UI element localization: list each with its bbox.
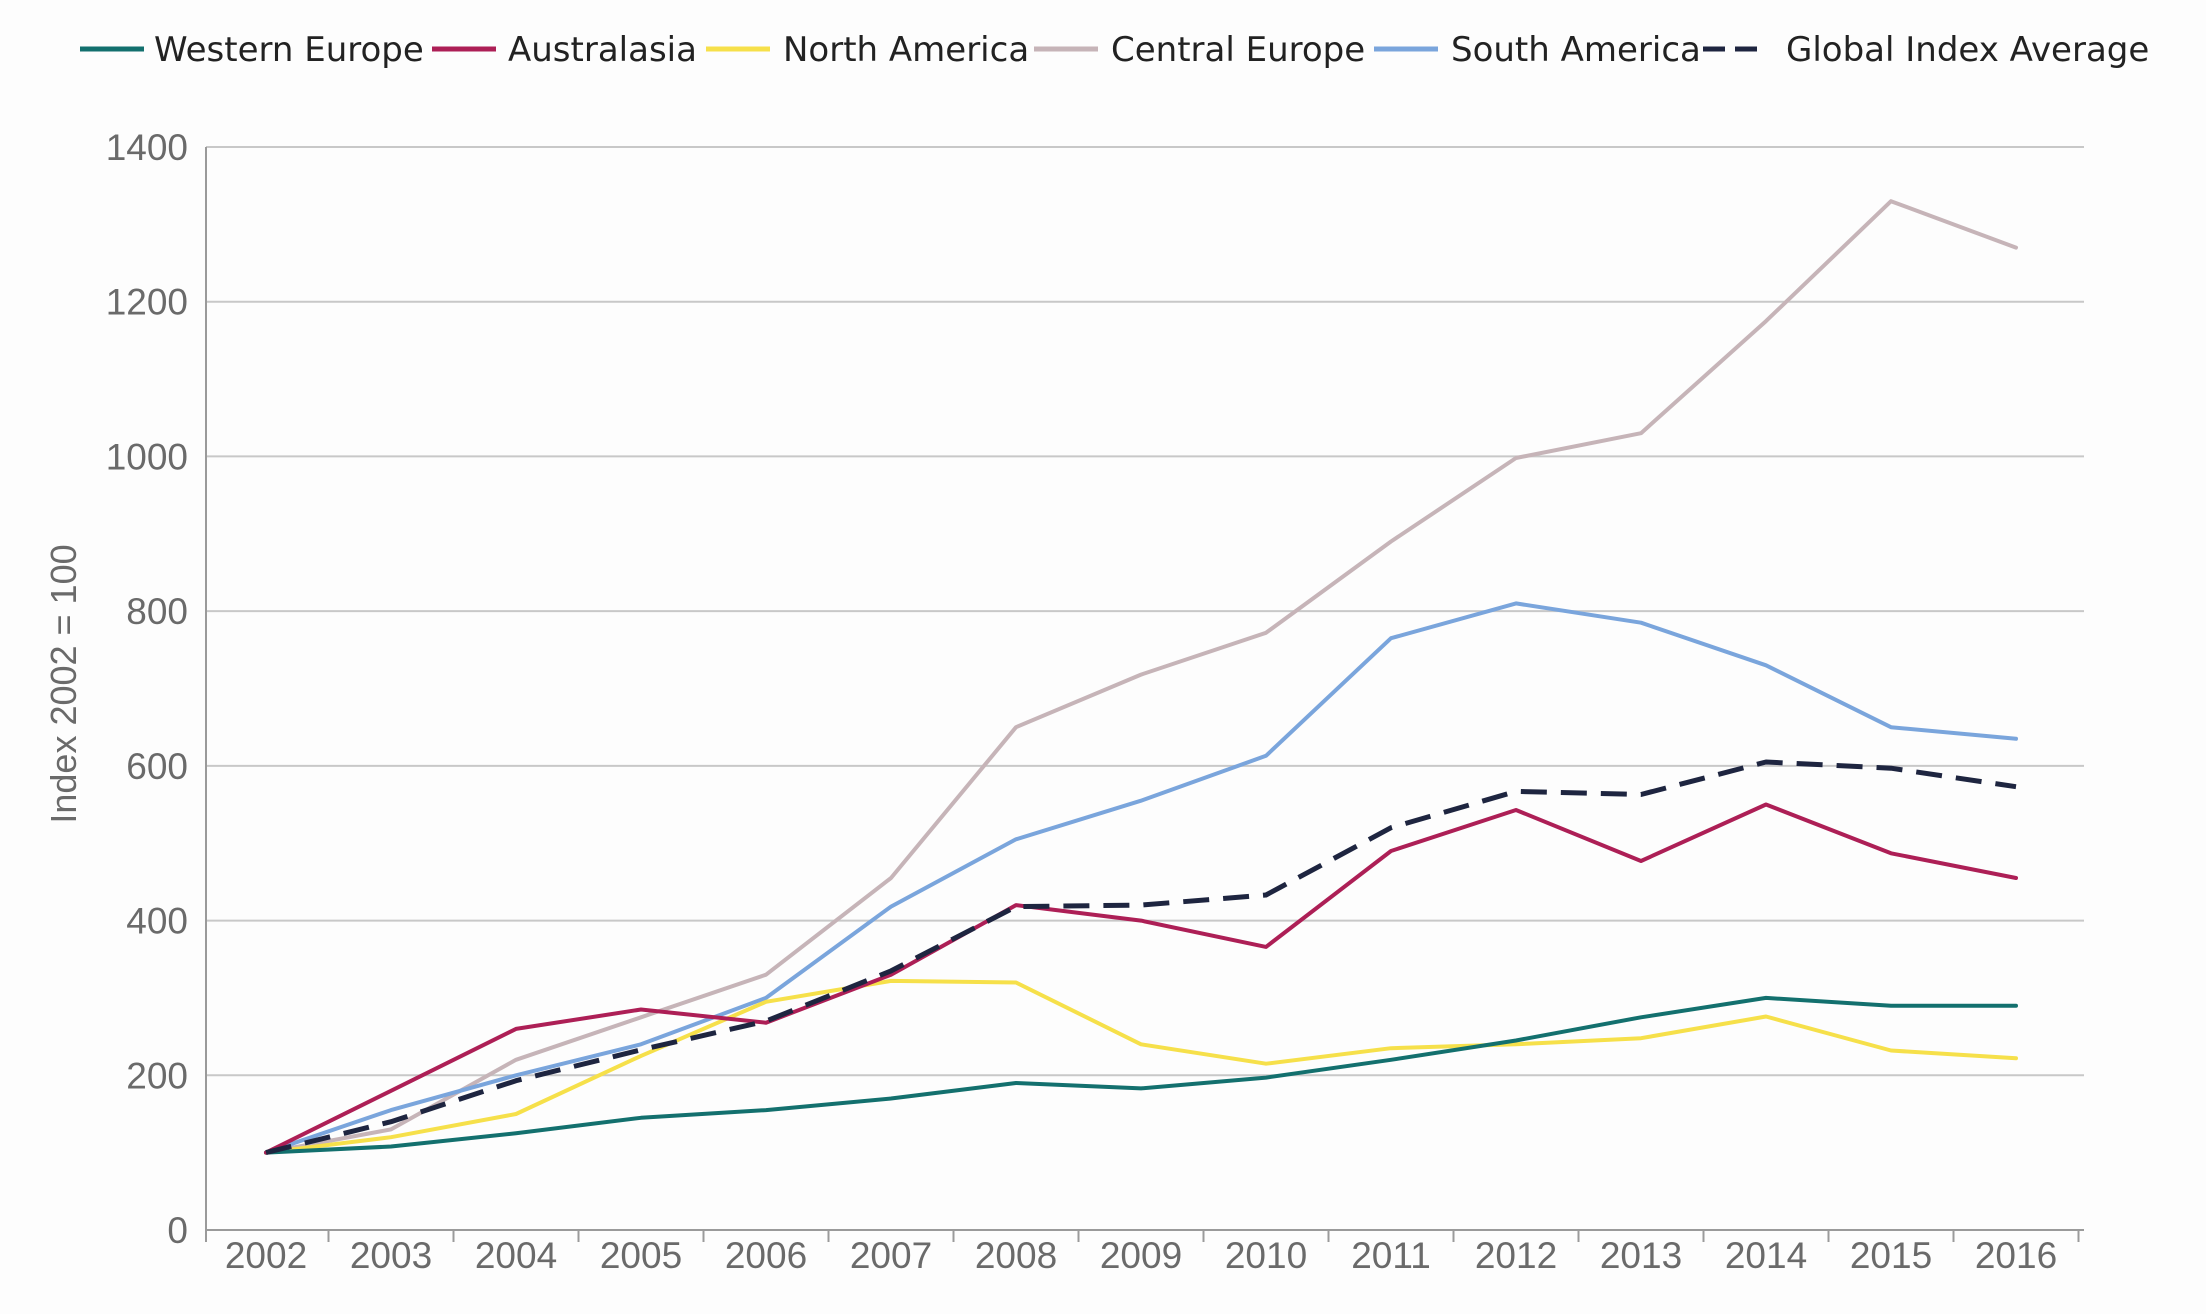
series-line-south-america bbox=[264, 601, 2018, 1155]
x-tick-label: 2015 bbox=[1850, 1235, 1932, 1276]
y-tick-label: 1000 bbox=[106, 436, 188, 477]
legend-label: South America bbox=[1451, 30, 1701, 70]
x-tick-label: 2005 bbox=[600, 1235, 682, 1276]
y-tick-label: 0 bbox=[167, 1210, 188, 1251]
x-tick-label: 2016 bbox=[1975, 1235, 2057, 1276]
y-axis-title: Index 2002 = 100 bbox=[43, 544, 84, 823]
legend-label: North America bbox=[783, 30, 1029, 70]
legend-label: Global Index Average bbox=[1786, 30, 2149, 70]
x-tick-label: 2013 bbox=[1600, 1235, 1682, 1276]
y-tick-label: 200 bbox=[126, 1055, 188, 1096]
legend-item: Australasia bbox=[432, 30, 697, 70]
series-line-north-america bbox=[264, 978, 2018, 1155]
x-tick-label: 2012 bbox=[1475, 1235, 1557, 1276]
y-tick-label: 800 bbox=[126, 591, 188, 632]
legend: Western Europe Australasia North America Ce… bbox=[80, 30, 2149, 70]
axes bbox=[205, 147, 2084, 1231]
legend-item: Global Index Average bbox=[1703, 30, 2149, 70]
legend-label: Central Europe bbox=[1111, 30, 1365, 70]
series-line-central-europe bbox=[264, 199, 2018, 1155]
legend-item: Western Europe bbox=[80, 30, 424, 70]
series-line-australasia bbox=[264, 802, 2018, 1155]
x-tick-label: 2006 bbox=[725, 1235, 807, 1276]
series-line-global-index-average bbox=[265, 759, 2017, 1156]
y-axis-ticks: 0 200 400 600 800 1000 1200 1400 bbox=[106, 127, 188, 1251]
legend-label: Western Europe bbox=[154, 30, 424, 70]
x-tick-label: 2011 bbox=[1351, 1235, 1431, 1276]
legend-item: South America bbox=[1374, 30, 1701, 70]
legend-label: Australasia bbox=[508, 30, 697, 70]
y-tick-label: 1400 bbox=[106, 127, 188, 168]
x-tick-label: 2008 bbox=[975, 1235, 1057, 1276]
y-tick-label: 1200 bbox=[106, 282, 188, 323]
y-tick-label: 600 bbox=[126, 746, 188, 787]
x-tick-label: 2004 bbox=[475, 1235, 557, 1276]
series-lines bbox=[264, 199, 2018, 1156]
y-tick-label: 400 bbox=[126, 901, 188, 942]
x-tick-label: 2003 bbox=[350, 1235, 432, 1276]
x-tick-label: 2014 bbox=[1725, 1235, 1807, 1276]
x-tick-label: 2007 bbox=[850, 1235, 932, 1276]
legend-item: Central Europe bbox=[1034, 30, 1365, 70]
x-tick-label: 2009 bbox=[1100, 1235, 1182, 1276]
series-line-western-europe bbox=[264, 995, 2018, 1155]
x-axis-ticks: 2002 2003 2004 2005 2006 2007 2008 2009 2010 2011… bbox=[205, 1230, 2080, 1276]
legend-item: North America bbox=[706, 30, 1029, 70]
x-tick-label: 2002 bbox=[225, 1235, 307, 1276]
x-tick-label: 2010 bbox=[1225, 1235, 1307, 1276]
